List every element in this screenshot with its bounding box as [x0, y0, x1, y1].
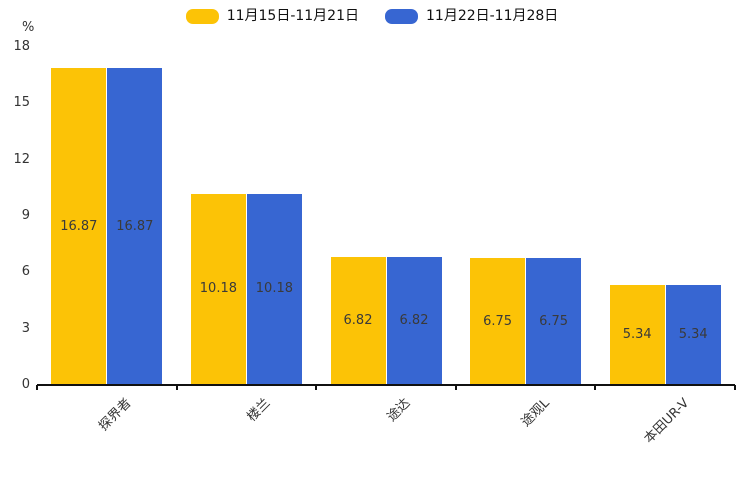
- bar-series1-探界者[interactable]: [51, 68, 107, 385]
- bar-value-label: 6.82: [399, 312, 429, 328]
- bar-value-label: 6.75: [483, 313, 513, 329]
- bar-value-label: 6.75: [539, 313, 569, 329]
- bar-value-label: 6.82: [343, 312, 373, 328]
- bar-value-label: 5.34: [678, 326, 708, 342]
- x-axis-tick-mark: [175, 385, 178, 390]
- legend: 11月15日-11月21日 11月22日-11月28日: [0, 6, 744, 26]
- bar-value-label: 16.87: [60, 218, 98, 234]
- bar-value-label: 10.18: [255, 281, 293, 297]
- bar-series2-途观L[interactable]: [526, 258, 582, 385]
- x-axis-label-楼兰: 楼兰: [244, 395, 274, 425]
- bar-value-label: 16.87: [116, 218, 154, 234]
- bar-series1-途达[interactable]: [330, 256, 386, 385]
- bar-series2-探界者[interactable]: [107, 68, 163, 385]
- x-axis-label-途达: 途达: [384, 395, 414, 425]
- x-axis-label-本田UR-V: 本田UR-V: [641, 395, 693, 447]
- y-axis-tick-label: 0: [21, 377, 30, 392]
- bar-value-label: 10.18: [199, 281, 237, 297]
- legend-label-week1: 11月15日-11月21日: [226, 8, 359, 24]
- bar-series2-本田UR-V[interactable]: [665, 284, 721, 385]
- bar-series1-楼兰[interactable]: [190, 193, 246, 385]
- y-axis-tick-label: 18: [13, 39, 30, 54]
- x-axis-tick-mark: [36, 385, 38, 390]
- legend-swatch-week1-icon: [185, 8, 219, 24]
- y-axis-tick-label: 6: [21, 264, 30, 280]
- x-axis-tick-mark: [454, 385, 457, 390]
- y-axis-tick-label: 3: [21, 320, 30, 336]
- bar-series2-楼兰[interactable]: [246, 193, 302, 385]
- x-axis-line: [37, 384, 735, 386]
- legend-item-week2[interactable]: 11月22日-11月28日: [385, 6, 558, 26]
- bar-series1-本田UR-V[interactable]: [609, 284, 665, 385]
- bar-value-label: 5.34: [622, 326, 652, 342]
- x-axis-label-探界者: 探界者: [96, 395, 135, 435]
- x-axis-tick-mark: [734, 385, 736, 390]
- legend-label-week2: 11月22日-11月28日: [426, 8, 559, 24]
- bar-series1-途观L[interactable]: [470, 258, 526, 385]
- legend-item-week1[interactable]: 11月15日-11月21日: [185, 6, 359, 26]
- x-axis-tick-mark: [594, 385, 597, 390]
- bar-series2-途达[interactable]: [386, 256, 442, 385]
- y-axis-tick-label: 15: [13, 95, 30, 111]
- y-axis-unit-label: %: [22, 20, 35, 35]
- y-axis-tick-label: 12: [13, 151, 30, 167]
- y-axis-tick-label: 9: [21, 208, 30, 223]
- x-axis-tick-mark: [315, 385, 318, 390]
- x-axis-label-途观L: 途观L: [518, 395, 554, 430]
- legend-swatch-week2-icon: [385, 8, 418, 24]
